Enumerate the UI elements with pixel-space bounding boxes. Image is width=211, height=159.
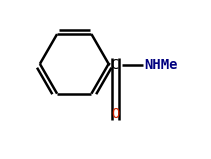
Text: NHMe: NHMe bbox=[145, 58, 178, 72]
Text: O: O bbox=[111, 107, 120, 121]
Text: C: C bbox=[111, 58, 120, 72]
